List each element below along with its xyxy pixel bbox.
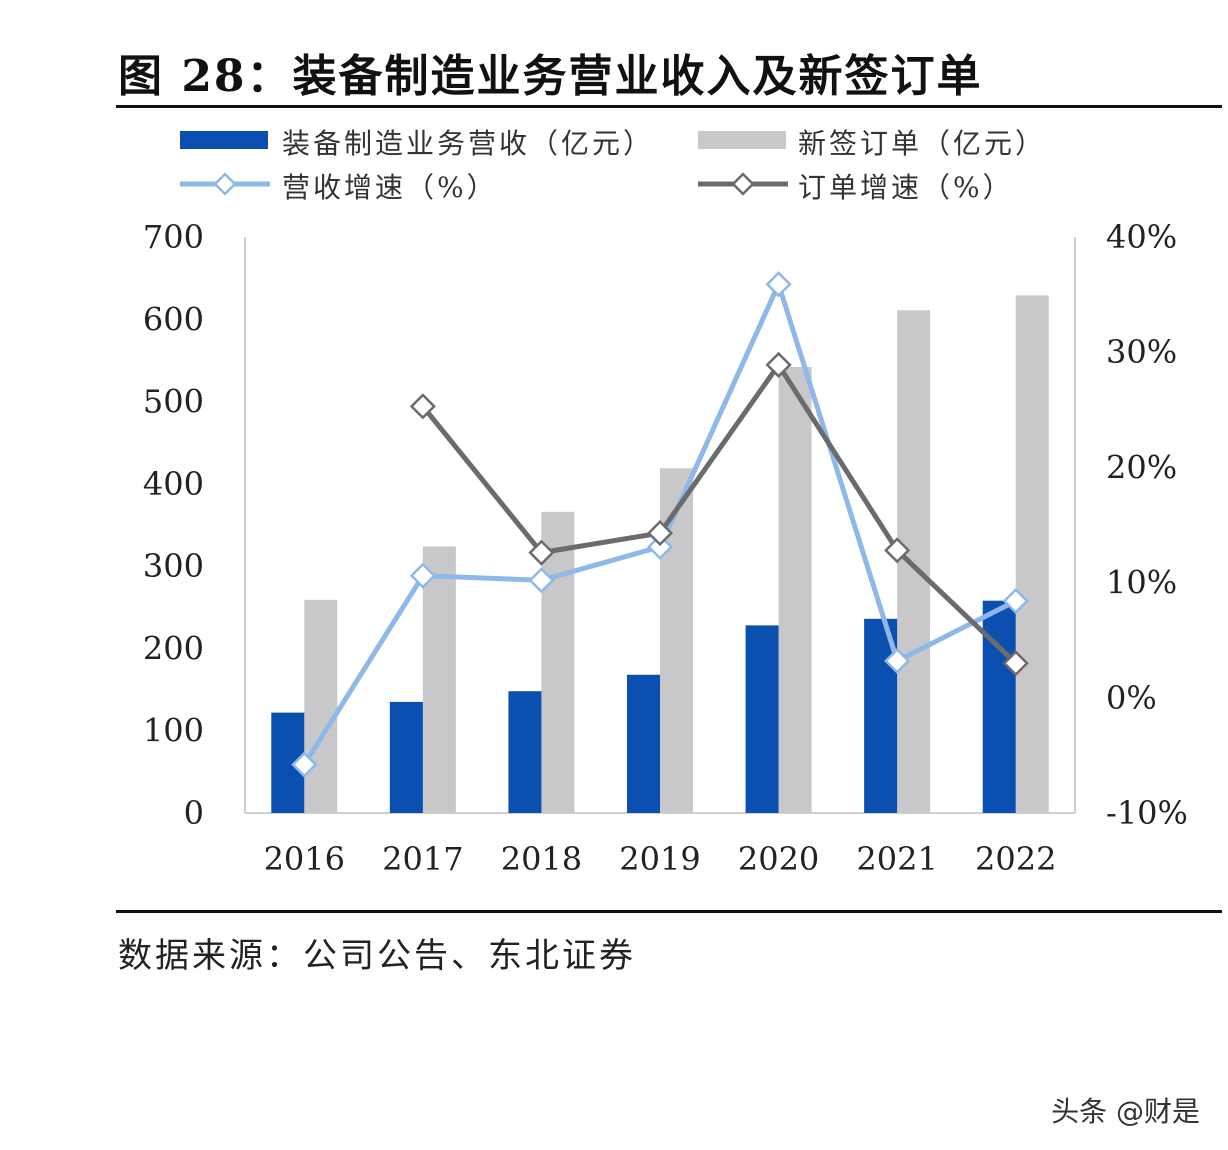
revenue-growth-marker: [1002, 587, 1029, 615]
bar-orders: [422, 546, 456, 813]
legend-swatch-revenue: [180, 131, 268, 149]
right-tick-label: 30%: [1106, 333, 1177, 371]
bottom-rule: [116, 910, 1222, 913]
revenue-growth-marker: [528, 567, 555, 594]
left-tick-label: 600: [143, 300, 204, 338]
bar-revenue: [508, 691, 542, 813]
order-growth-marker: [409, 393, 436, 420]
bar-revenue: [982, 600, 1016, 813]
bar-revenue: [745, 625, 779, 813]
order-growth-marker: [528, 539, 555, 566]
bar-orders: [778, 367, 812, 813]
watermark: 头条 @财是: [1051, 1095, 1200, 1128]
left-tick-label: 100: [143, 712, 204, 750]
bar-orders: [660, 468, 693, 813]
right-tick-label: 20%: [1106, 448, 1177, 486]
source-note: 数据来源：公司公告、东北证券: [118, 936, 636, 976]
x-tick-label: 2017: [382, 840, 463, 878]
revenue-growth-marker: [646, 533, 674, 560]
order-growth-marker: [1002, 650, 1029, 677]
revenue-growth-marker: [884, 647, 911, 675]
x-tick-label: 2016: [264, 840, 345, 878]
x-tick-label: 2019: [619, 840, 700, 878]
left-tick-label: 200: [143, 629, 204, 667]
bar-orders: [304, 599, 338, 813]
order-growth-line: [420, 360, 1018, 666]
x-tick-label: 2020: [738, 840, 819, 878]
bar-revenue: [389, 701, 423, 813]
right-tick-label: 40%: [1106, 218, 1177, 256]
right-tick-label: 10%: [1106, 564, 1177, 602]
chart-title: 图 28：装备制造业务营业收入及新签订单: [118, 51, 983, 102]
bar-orders: [1015, 295, 1049, 813]
right-tick-label: -10%: [1106, 794, 1188, 832]
left-tick-label: 500: [143, 383, 204, 421]
legend-swatch-order-growth-marker: [731, 172, 755, 196]
revenue-growth-marker: [765, 271, 792, 298]
order-growth-marker: [765, 351, 792, 378]
legend-label-revenue: 装备制造业务营收（亿元）: [282, 127, 655, 160]
bar-orders: [541, 511, 575, 813]
legend-label-orders: 新签订单（亿元）: [798, 127, 1047, 160]
order-growth-marker: [646, 519, 674, 547]
left-tick-label: 0: [184, 794, 204, 832]
legend-label-order-growth: 订单增速（%）: [798, 171, 1014, 204]
left-tick-label: 700: [143, 218, 204, 256]
bar-orders: [897, 310, 931, 813]
legend-label-revenue-growth: 营收增速（%）: [282, 171, 498, 204]
order-growth-marker: [884, 537, 911, 564]
legend-swatch-revenue-growth-marker: [213, 172, 237, 196]
left-tick-label: 300: [143, 547, 204, 585]
left-tick-label: 400: [143, 465, 204, 503]
title-rule: [116, 105, 1222, 108]
revenue-growth-marker: [291, 751, 318, 778]
x-tick-label: 2022: [975, 840, 1056, 878]
revenue-growth-marker: [409, 562, 436, 589]
right-tick-label: 0%: [1106, 679, 1157, 717]
bar-revenue: [627, 674, 660, 813]
legend-swatch-orders: [698, 131, 786, 149]
x-tick-label: 2021: [856, 840, 937, 878]
x-tick-label: 2018: [501, 840, 582, 878]
